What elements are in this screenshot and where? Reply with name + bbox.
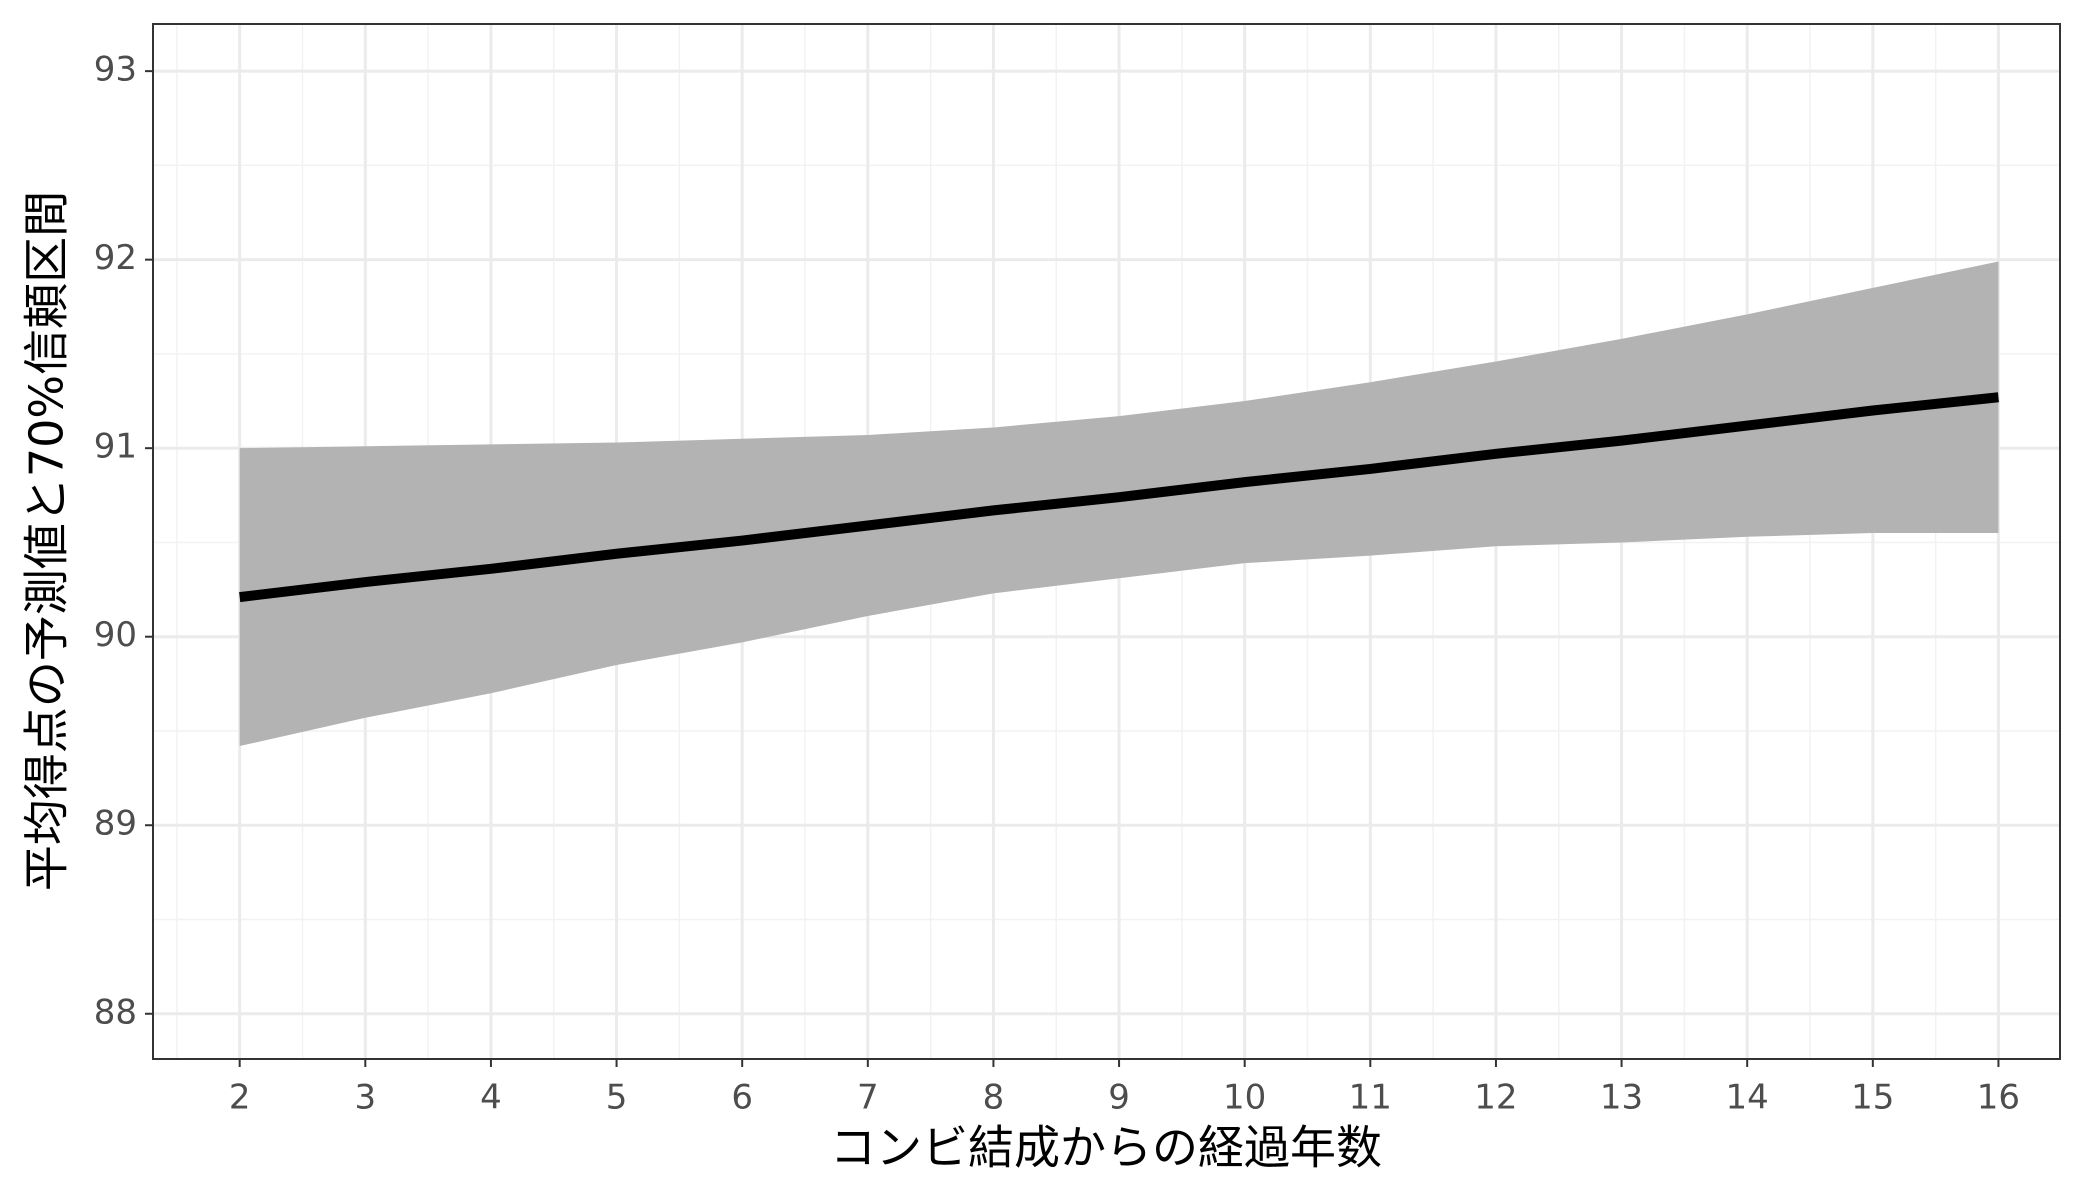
panel-border xyxy=(152,23,2061,1060)
y-tick-label: 91 xyxy=(94,427,137,467)
x-tick-label: 3 xyxy=(354,1078,376,1118)
x-tick-label: 7 xyxy=(857,1078,879,1118)
x-tick-label: 11 xyxy=(1349,1078,1392,1118)
x-tick-label: 4 xyxy=(480,1078,502,1118)
x-tick-label: 9 xyxy=(1108,1078,1130,1118)
y-tick-label: 89 xyxy=(94,804,137,844)
y-axis-title: 平均得点の予測値と70%信頼区間 xyxy=(20,191,74,891)
x-tick-label: 14 xyxy=(1726,1078,1769,1118)
x-tick-label: 12 xyxy=(1474,1078,1517,1118)
confidence-band xyxy=(239,261,1999,747)
x-tick-label: 13 xyxy=(1600,1078,1643,1118)
x-tick-label: 5 xyxy=(606,1078,628,1118)
x-tick-label: 16 xyxy=(1977,1078,2020,1118)
x-tick-label: 15 xyxy=(1851,1078,1894,1118)
plot-area xyxy=(239,261,1999,747)
x-tick-label: 2 xyxy=(229,1078,251,1118)
x-tick-label: 10 xyxy=(1223,1078,1266,1118)
y-tick-label: 92 xyxy=(94,238,137,278)
y-tick-label: 93 xyxy=(94,50,137,90)
y-tick-label: 88 xyxy=(94,992,137,1032)
y-tick-label: 90 xyxy=(94,615,137,655)
x-tick-label: 6 xyxy=(731,1078,753,1118)
x-axis-title: コンビ結成からの経過年数 xyxy=(830,1121,1382,1175)
x-tick-label: 8 xyxy=(983,1078,1005,1118)
line xyxy=(239,392,1999,603)
